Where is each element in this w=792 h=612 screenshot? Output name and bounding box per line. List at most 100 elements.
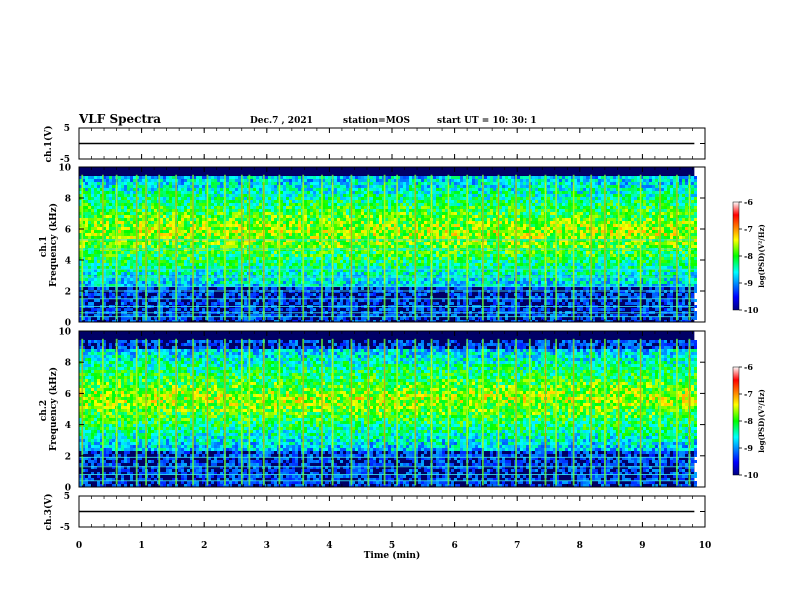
- spectrogram-cell: [385, 179, 388, 182]
- spectrogram-cell: [121, 266, 124, 269]
- spectrogram-cell: [103, 266, 106, 269]
- spectrogram-cell: [400, 221, 403, 224]
- spectrogram-cell: [199, 182, 202, 185]
- spectrogram-cell: [199, 176, 202, 179]
- spectrogram-cell: [148, 176, 151, 179]
- spectrogram-cell: [244, 206, 247, 209]
- spectrogram-cell: [238, 188, 241, 191]
- spectrogram-cell: [151, 191, 154, 194]
- spectrogram-cell: [250, 224, 253, 227]
- spectrogram-cell: [196, 185, 199, 188]
- spectrogram-cell: [304, 284, 307, 287]
- spectrogram-cell: [106, 260, 109, 263]
- spectrogram-cell: [178, 236, 181, 239]
- spectrogram-cell: [184, 320, 187, 322]
- spectrogram-cell: [88, 254, 91, 257]
- spectrogram-cell: [112, 230, 115, 233]
- spectrogram-cell: [220, 230, 223, 233]
- spectrogram-cell: [334, 203, 337, 206]
- spectrogram-cell: [283, 260, 286, 263]
- spectrogram-cell: [394, 176, 397, 179]
- spectrogram-cell: [169, 200, 172, 203]
- spectrogram-cell: [151, 263, 154, 266]
- spectrogram-cell: [94, 212, 97, 215]
- spectrogram-cell: [235, 230, 238, 233]
- spectrogram-cell: [403, 254, 406, 257]
- spectrogram-cell: [79, 278, 82, 281]
- spectrogram-cell: [343, 206, 346, 209]
- spectrogram-cell: [277, 284, 280, 287]
- spectrogram-cell: [124, 224, 127, 227]
- spectrogram-cell: [301, 320, 304, 322]
- spectrogram-cell: [280, 299, 283, 302]
- spectrogram-cell: [274, 233, 277, 236]
- spectrogram-cell: [124, 212, 127, 215]
- spectrogram-cell: [250, 188, 253, 191]
- spectrogram-cell: [358, 257, 361, 260]
- spectrogram-cell: [154, 236, 157, 239]
- spectrogram-cell: [370, 221, 373, 224]
- spectrogram-cell: [118, 188, 121, 191]
- spectrogram-cell: [97, 278, 100, 281]
- spectrogram-cell: [124, 176, 127, 179]
- spectrogram-cell: [400, 182, 403, 185]
- spectrogram-cell: [307, 284, 310, 287]
- spectrogram-cell: [214, 194, 217, 197]
- spectrogram-cell: [364, 242, 367, 245]
- spectrogram-cell: [253, 317, 256, 320]
- spectrogram-cell: [97, 218, 100, 221]
- spectrogram-cell: [127, 203, 130, 206]
- spectrogram-cell: [271, 272, 274, 275]
- spectrogram-cell: [226, 257, 229, 260]
- spectrogram-cell: [256, 314, 259, 317]
- spectrogram-cell: [178, 230, 181, 233]
- spectrogram-cell: [256, 272, 259, 275]
- spectrogram-cell: [211, 194, 214, 197]
- spectrogram-cell: [391, 257, 394, 260]
- spectrogram-cell: [202, 251, 205, 254]
- spectrogram-cell: [235, 179, 238, 182]
- spectrogram-cell: [400, 212, 403, 215]
- spectrogram-cell: [394, 206, 397, 209]
- spectrogram-cell: [352, 287, 355, 290]
- spectrogram-cell: [313, 278, 316, 281]
- spectrogram-cell: [127, 221, 130, 224]
- spectrogram-cell: [139, 257, 142, 260]
- spectrogram-cell: [313, 251, 316, 254]
- spectrogram-cell: [334, 254, 337, 257]
- spectrogram-cell: [196, 191, 199, 194]
- spectrogram-cell: [292, 278, 295, 281]
- spectrogram-cell: [268, 314, 271, 317]
- spectrogram-cell: [346, 206, 349, 209]
- spectrogram-cell: [85, 263, 88, 266]
- spectrogram-cell: [214, 257, 217, 260]
- spectrogram-cell: [280, 179, 283, 182]
- spectrogram-cell: [307, 269, 310, 272]
- spectrogram-cell: [280, 224, 283, 227]
- spectrogram-cell: [181, 272, 184, 275]
- spectrogram-cell: [193, 215, 196, 218]
- spectrogram-cell: [286, 227, 289, 230]
- spectrogram-cell: [265, 272, 268, 275]
- spectrogram-cell: [202, 278, 205, 281]
- spectrogram-cell: [370, 215, 373, 218]
- spectrogram-cell: [124, 317, 127, 320]
- spectrogram-cell: [349, 299, 352, 302]
- spectrogram-cell: [217, 239, 220, 242]
- spectrogram-cell: [178, 272, 181, 275]
- spectrogram-cell: [85, 185, 88, 188]
- spectrogram-cell: [334, 221, 337, 224]
- spectrogram-cell: [277, 308, 280, 311]
- spectrogram-cell: [85, 212, 88, 215]
- spectrogram-cell: [172, 296, 175, 299]
- spectrogram-cell: [346, 266, 349, 269]
- spectrogram-cell: [283, 191, 286, 194]
- spectrogram-cell: [382, 200, 385, 203]
- spectrogram-cell: [352, 215, 355, 218]
- spectrogram-cell: [193, 293, 196, 296]
- spectrogram-cell: [91, 284, 94, 287]
- spectrogram-cell: [196, 179, 199, 182]
- spectrogram-cell: [256, 224, 259, 227]
- spectrogram-cell: [385, 194, 388, 197]
- spectrogram-cell: [322, 278, 325, 281]
